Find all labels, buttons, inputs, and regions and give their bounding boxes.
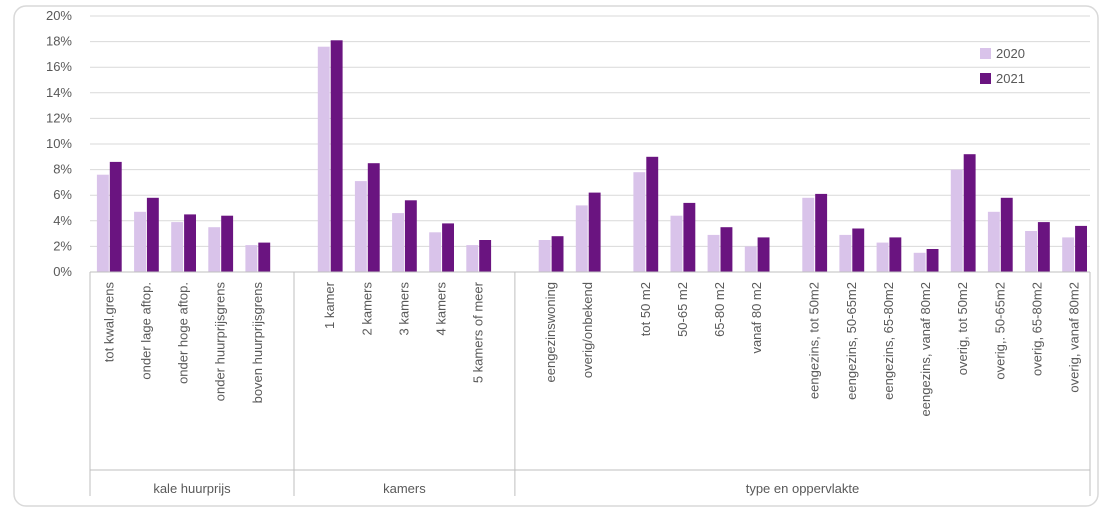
bar-2020 [134, 211, 146, 272]
bar-2021 [146, 197, 159, 272]
category-labels: tot kwal.grens onder lage aftop. onder hog… [101, 281, 1081, 416]
group-label: type en oppervlakte [746, 481, 859, 496]
legend-swatch-2021 [980, 73, 991, 84]
x-tick-label: overig, 65-80m2 [1029, 282, 1044, 376]
bar-2020 [245, 245, 258, 272]
legend-swatch-2020 [980, 48, 991, 59]
group-label: kale huurprijs [153, 481, 231, 496]
bar-2021 [404, 200, 417, 272]
bar-2021 [221, 215, 234, 272]
x-tick-label: 3 kamers [396, 282, 411, 336]
x-tick-label: 4 kamers [434, 282, 449, 336]
bar-2021 [815, 193, 828, 272]
bars [96, 40, 1087, 273]
bar-2020 [171, 222, 184, 272]
bar-2020 [317, 46, 330, 273]
bar-2021 [1075, 225, 1087, 272]
bar-2020 [802, 197, 815, 272]
bar-2020 [670, 215, 683, 272]
bar-2021 [184, 214, 196, 272]
bar-2020 [1062, 237, 1075, 272]
x-tick-label: boven huurprijsgrens [250, 282, 265, 404]
x-tick-label: overig/onbekend [580, 282, 595, 378]
y-tick-label: 4% [53, 213, 72, 228]
x-tick-label: 1 kamer [322, 281, 337, 329]
bar-2021 [1000, 197, 1013, 272]
bar-2021 [889, 237, 902, 272]
bar-2020 [208, 227, 221, 272]
y-tick-label: 8% [53, 162, 72, 177]
bar-2020 [96, 174, 109, 272]
x-tick-label: 50-65 m2 [675, 282, 690, 337]
x-tick-label: eengezins, 50-65m2 [844, 282, 859, 400]
y-tick-label: 2% [53, 238, 72, 253]
bar-2020 [633, 172, 646, 272]
y-tick-label: 6% [53, 187, 72, 202]
bar-2021 [330, 40, 343, 272]
bar-2020 [392, 213, 404, 272]
bar-2021 [926, 249, 939, 272]
bar-2020 [950, 169, 963, 272]
bar-2020 [354, 181, 367, 272]
x-tick-label: onder hoge aftop. [176, 282, 191, 384]
bar-2021 [551, 236, 564, 272]
bar-2021 [646, 156, 659, 272]
y-tick-label: 16% [46, 59, 72, 74]
x-tick-label: overig, tot 50m2 [955, 282, 970, 375]
group-labels: kale huurprijs kamers type en oppervlakte [153, 481, 859, 496]
x-tick-label: tot kwal.grens [101, 282, 116, 363]
bar-2020 [913, 252, 926, 272]
bar-2021 [588, 192, 601, 272]
x-tick-label: eengezins, 65-80m2 [881, 282, 896, 400]
bar-2020 [987, 211, 1000, 272]
x-tick-label: eengezins, tot 50m2 [807, 282, 822, 399]
bar-2021 [442, 223, 454, 272]
legend-label-2021: 2021 [996, 71, 1025, 86]
bar-2020 [707, 234, 720, 272]
x-tick-label: 5 kamers of meer [471, 281, 486, 383]
x-tick-label: 2 kamers [359, 282, 374, 336]
x-tick-label: eengezinswoning [543, 282, 558, 382]
bar-2020 [538, 240, 551, 272]
legend: 2020 2021 [980, 46, 1025, 86]
bar-2020 [839, 234, 852, 272]
bar-2021 [720, 227, 733, 272]
x-tick-label: 65-80 m2 [712, 282, 727, 337]
y-tick-label: 18% [46, 34, 72, 49]
x-tick-label: vanaf 80 m2 [749, 282, 764, 354]
bar-2021 [963, 154, 976, 272]
y-tick-label: 14% [46, 85, 72, 100]
y-tick-label: 12% [46, 110, 72, 125]
x-tick-label: tot 50 m2 [638, 282, 653, 336]
legend-label-2020: 2020 [996, 46, 1025, 61]
bar-2021 [109, 161, 122, 272]
y-tick-label: 20% [46, 8, 72, 23]
bar-2020 [876, 242, 889, 272]
bar-2021 [1037, 222, 1050, 272]
x-tick-label: eengezins, vanaf 80m2 [918, 282, 933, 416]
bar-2020 [575, 205, 588, 272]
y-tick-label: 0% [53, 264, 72, 279]
y-tick-label: 10% [46, 136, 72, 151]
bar-2020 [744, 246, 757, 272]
bar-2021 [683, 202, 696, 272]
bar-2021 [258, 242, 271, 272]
x-tick-label: overig, vanaf 80m2 [1067, 282, 1082, 393]
x-tick-label: onder huurprijsgrens [213, 282, 228, 402]
x-axis [89, 271, 1091, 496]
bar-2021 [757, 237, 770, 272]
bar-2020 [429, 232, 442, 272]
group-label: kamers [383, 481, 426, 496]
y-axis-ticks: 0% 2% 4% 6% 8% 10% 12% 14% 16% 18% 20% [46, 8, 72, 279]
x-tick-label: onder lage aftop. [138, 282, 153, 380]
x-tick-label: overig,. 50-65m2 [992, 282, 1007, 380]
bar-2021 [852, 228, 865, 272]
bar-2020 [1025, 231, 1037, 272]
bar-2021 [479, 240, 492, 272]
bar-2021 [367, 163, 380, 272]
bar-2020 [466, 245, 479, 272]
